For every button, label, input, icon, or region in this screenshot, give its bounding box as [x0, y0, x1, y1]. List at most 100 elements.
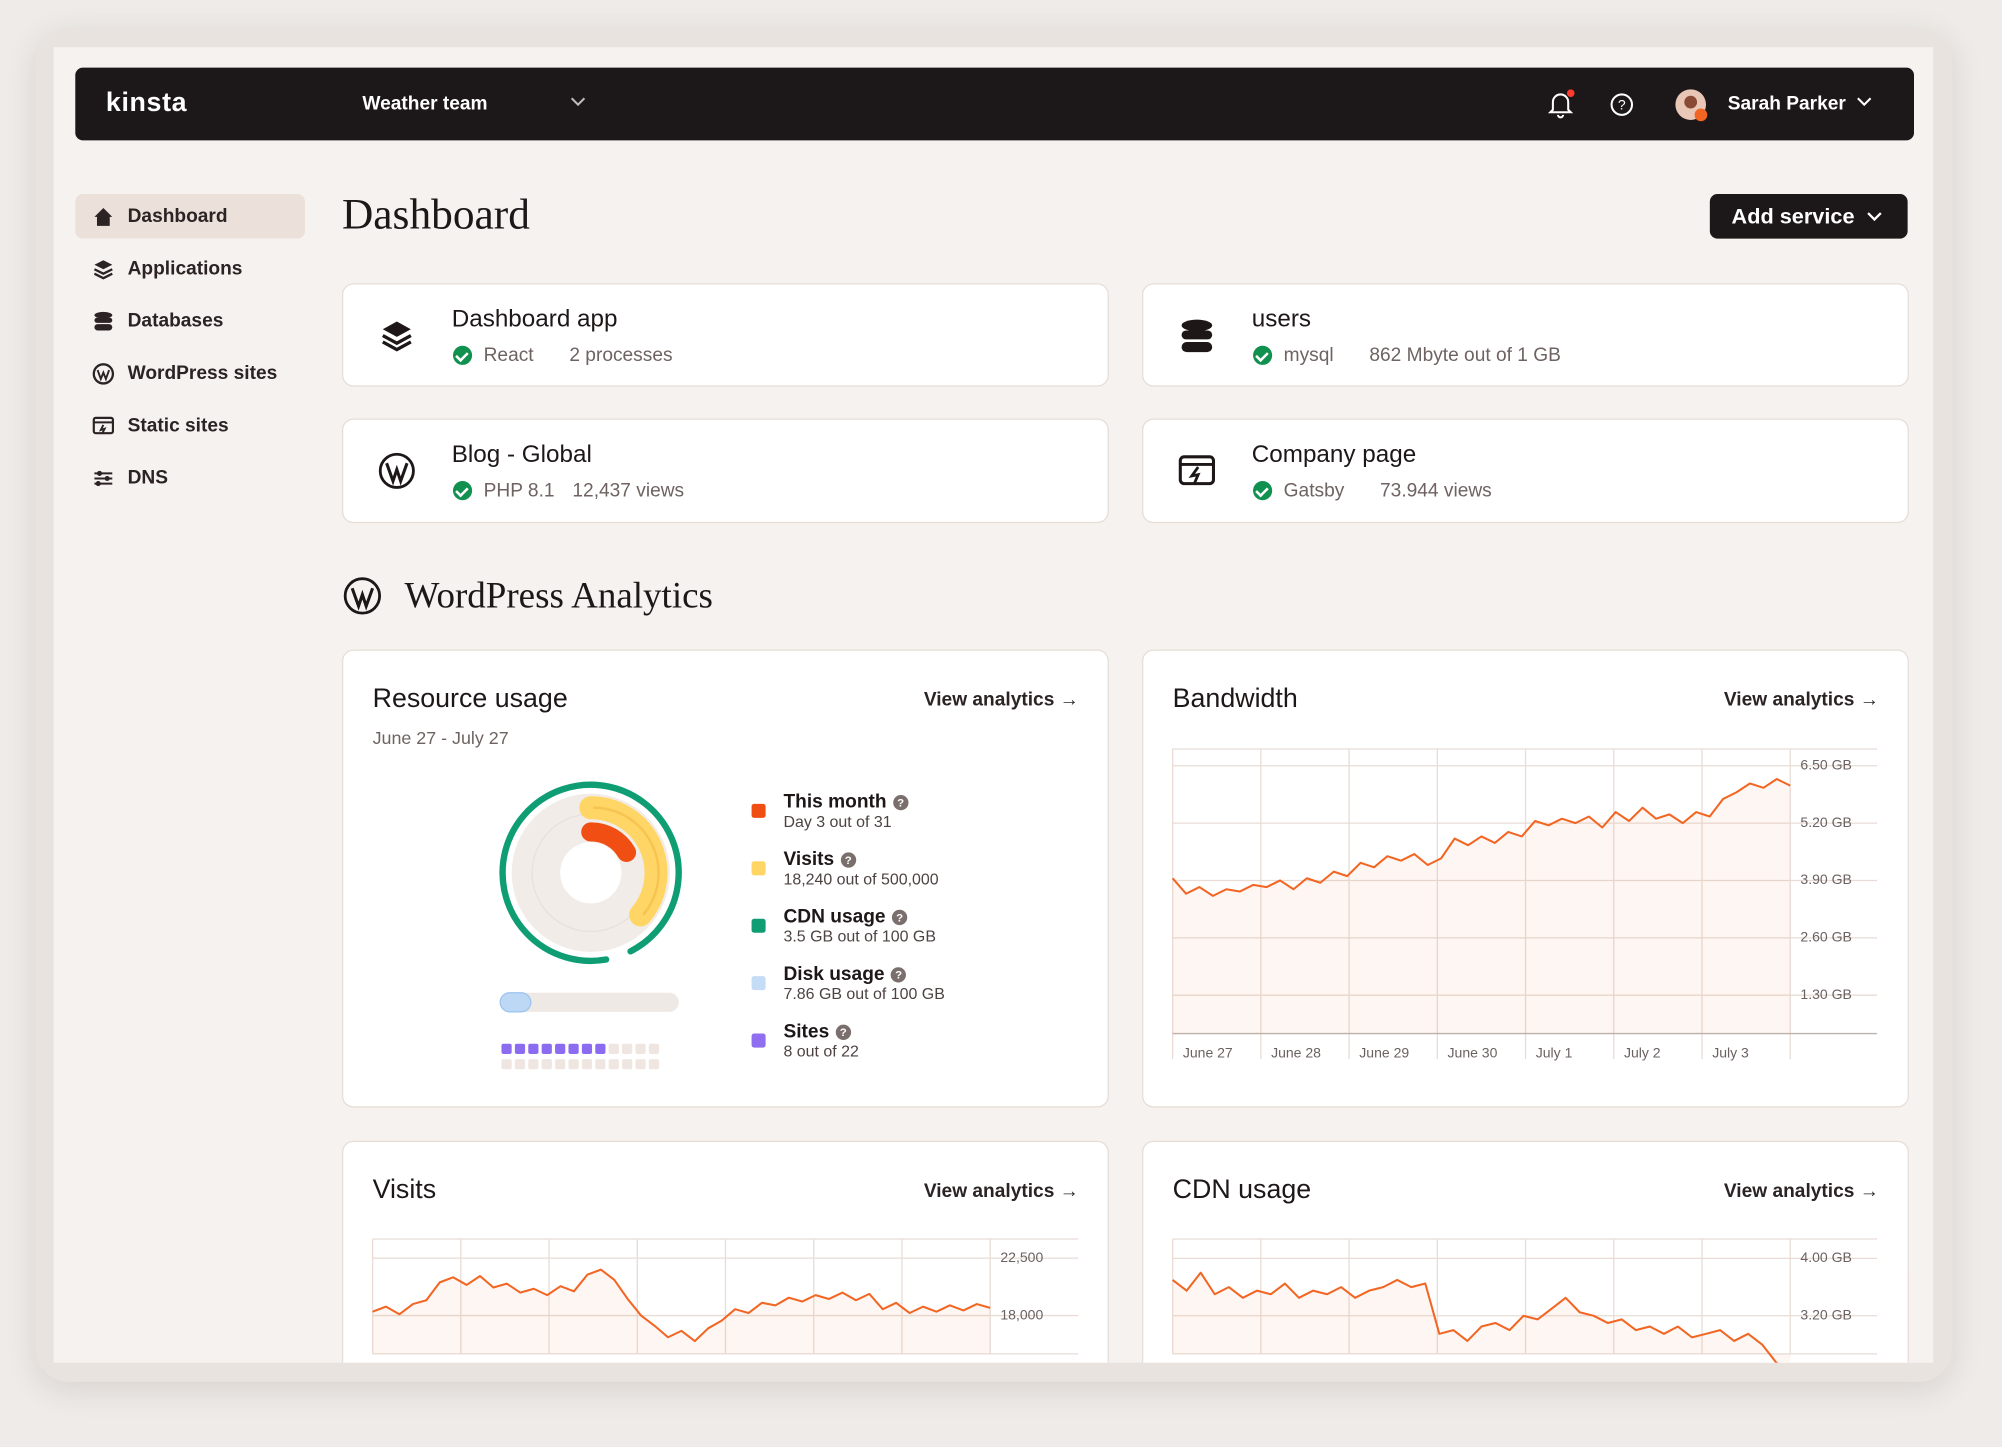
service-card[interactable]: Dashboard app React 2 processes — [341, 283, 1109, 387]
service-name: users — [1251, 306, 1312, 334]
legend-detail: Day 3 out of 31 — [783, 812, 892, 831]
stage: kinsta Weather team ? Sarah Parker Dashb… — [0, 0, 2001, 1418]
charts-layer: June 27 June 28 June 29 June 30 July 1 July 2… — [371, 748, 1877, 1363]
legend-swatch — [751, 803, 766, 818]
status-check — [1253, 345, 1273, 365]
nav-item[interactable]: Applications — [75, 246, 305, 291]
nav-item[interactable]: Static sites — [75, 403, 305, 448]
icon — [93, 260, 113, 280]
icon — [94, 207, 113, 226]
nav-label: Static sites — [127, 414, 229, 437]
service-status: Gatsby 73.944 views — [1253, 479, 1492, 502]
area-fill — [372, 1269, 991, 1354]
legend-label-text: Disk usage — [783, 963, 885, 986]
usage-rings — [499, 781, 682, 1070]
help-badge: ? — [840, 852, 856, 868]
bell-icon[interactable] — [1547, 89, 1575, 120]
y-tick-label: 3.20 GB — [1800, 1306, 1851, 1322]
data-line — [372, 1268, 991, 1343]
logo[interactable]: kinsta — [105, 88, 188, 118]
data-line — [1171, 777, 1791, 897]
legend-swatch — [751, 1033, 766, 1048]
x-tick-label: June 28 — [1271, 1045, 1321, 1061]
service-icon — [1181, 319, 1213, 353]
service-status: React 2 processes — [452, 344, 673, 367]
legend-label-text: Sites — [783, 1020, 830, 1043]
link-label: View analytics — [923, 689, 1055, 711]
service-icon — [1178, 455, 1216, 486]
legend-detail: 3.5 GB out of 100 GB — [783, 927, 936, 946]
legend-label: This month? — [783, 791, 909, 813]
chevron — [1867, 212, 1882, 222]
card-title: Bandwidth — [1172, 683, 1298, 714]
legend-swatch — [751, 918, 766, 933]
link-label: View analytics — [923, 1180, 1055, 1202]
view-analytics-link[interactable]: View analytics → — [1723, 1180, 1879, 1202]
legend-swatch — [751, 976, 766, 991]
top-bar: kinsta Weather team ? Sarah Parker — [75, 67, 1914, 141]
legend-label: Sites? — [783, 1020, 851, 1043]
nav-item[interactable]: Databases — [75, 299, 305, 344]
help-badge: ? — [892, 794, 909, 811]
x-tick-label: June 29 — [1359, 1045, 1409, 1061]
nav-item[interactable]: WordPress sites — [75, 351, 305, 396]
link-label: View analytics — [1723, 1180, 1855, 1202]
legend-detail: 8 out of 22 — [783, 1042, 859, 1061]
view-analytics-link[interactable]: View analytics → — [923, 689, 1079, 711]
service-detail: 12,437 views — [572, 479, 685, 502]
service-name: Dashboard app — [451, 306, 618, 334]
chevron — [570, 97, 586, 107]
card-title: Visits — [372, 1175, 437, 1205]
card-title: CDN usage — [1172, 1175, 1312, 1205]
service-detail: 2 processes — [569, 344, 673, 367]
legend-detail: 18,240 out of 500,000 — [783, 870, 939, 889]
add-service-button[interactable]: Add service — [1709, 193, 1908, 239]
y-tick-label: 1.30 GB — [1800, 986, 1851, 1002]
date-range: June 27 - July 27 — [372, 727, 509, 748]
nav-label: DNS — [127, 467, 169, 489]
nav-label: Applications — [127, 257, 243, 280]
help-badge: ? — [835, 1024, 851, 1040]
section-title: WordPress Analytics — [404, 575, 713, 617]
team-selector[interactable]: Weather team — [362, 93, 488, 115]
status-check — [452, 345, 473, 365]
status-text: Gatsby — [1283, 479, 1345, 502]
status-text: React — [483, 344, 534, 367]
y-tick-label: 18,000 — [1000, 1306, 1043, 1322]
service-card[interactable]: users mysql 862 Mbyte out of 1 GB — [1142, 283, 1909, 387]
help-icon[interactable]: ? — [1609, 92, 1635, 118]
nav-item[interactable]: Dashboard — [75, 193, 305, 239]
button-label: Add service — [1731, 204, 1855, 229]
help-badge: ? — [890, 967, 907, 983]
area-fill — [1172, 778, 1791, 1034]
y-tick-label: 6.50 GB — [1800, 756, 1851, 772]
legend-label-text: Visits — [783, 848, 835, 871]
x-tick-label: July 3 — [1712, 1045, 1749, 1061]
view-analytics-link[interactable]: View analytics → — [923, 1180, 1079, 1202]
icon — [92, 416, 115, 435]
avatar[interactable] — [1674, 88, 1710, 124]
service-card[interactable]: Blog - Global PHP 8.1 12,437 views — [341, 418, 1109, 524]
area-fill — [1172, 1272, 1791, 1363]
y-tick-label: 3.90 GB — [1800, 871, 1851, 887]
content-clip: Resource usage June 27 - July 27 View an… — [341, 649, 1909, 1363]
service-card[interactable]: Company page Gatsby 73.944 views — [1142, 418, 1909, 524]
service-icon — [378, 452, 415, 489]
legend-label-text: This month — [783, 791, 887, 813]
x-tick-label: June 27 — [1183, 1045, 1233, 1061]
service-status: mysql 862 Mbyte out of 1 GB — [1253, 345, 1561, 366]
legend-label: Disk usage? — [783, 963, 907, 986]
user-menu[interactable]: Sarah Parker — [1727, 93, 1846, 115]
service-detail: 73.944 views — [1380, 479, 1492, 502]
icon — [94, 470, 113, 487]
y-tick-label: 5.20 GB — [1800, 814, 1851, 830]
status-text: PHP 8.1 — [483, 479, 555, 502]
page: kinsta Weather team ? Sarah Parker Dashb… — [0, 0, 2002, 1418]
nav-item[interactable]: DNS — [75, 456, 305, 501]
resource-card: Resource usage June 27 - July 27 View an… — [341, 649, 1109, 1108]
y-tick-label: 2.60 GB — [1800, 929, 1851, 945]
view-analytics-link[interactable]: View analytics → — [1723, 689, 1879, 711]
legend-label: CDN usage? — [783, 906, 908, 928]
chevron — [1857, 97, 1872, 107]
svg-text:?: ? — [1618, 97, 1626, 113]
